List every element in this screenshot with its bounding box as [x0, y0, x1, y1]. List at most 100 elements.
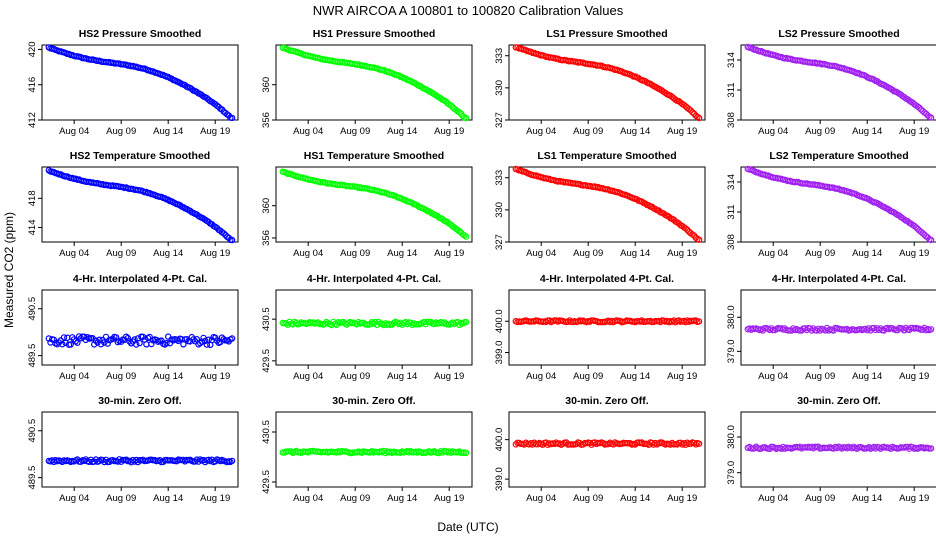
panel-7: LS1 Temperature Smoothed Aug 04 Aug 09 Aug …: [494, 150, 706, 259]
x-tick-label: Aug 09: [340, 493, 370, 504]
x-tick-label: Aug 04: [526, 126, 556, 137]
panel-title: 4-Hr. Interpolated 4-Pt. Cal.: [772, 273, 906, 285]
data-points: [512, 44, 703, 122]
data-points: [279, 318, 470, 329]
x-tick-label: Aug 14: [387, 371, 417, 382]
data-point: [927, 236, 935, 244]
x-tick-label: Aug 04: [526, 371, 556, 382]
y-tick-label: 308: [726, 112, 737, 128]
data-point: [689, 108, 696, 116]
x-tick-label: Aug 19: [899, 371, 929, 382]
y-tick-label: 360: [261, 77, 272, 93]
data-point: [64, 334, 71, 341]
data-point: [136, 339, 143, 347]
plot-frame: [740, 166, 936, 243]
data-point: [102, 333, 110, 341]
y-tick-label: 379.0: [726, 339, 737, 363]
plot-frame: [41, 289, 239, 366]
panel-title: HS1 Pressure Smoothed: [313, 28, 436, 40]
y-tick-label: 330: [494, 202, 505, 218]
plot-frame: [740, 411, 936, 488]
plot-frame: [275, 44, 473, 121]
data-point: [146, 333, 153, 341]
data-points: [45, 456, 236, 466]
data-points: [744, 324, 935, 334]
panel-4: LS2 Pressure Smoothed Aug 04 Aug 09 Aug 14 A…: [726, 28, 936, 137]
panel-title: 30-min. Zero Off.: [98, 395, 182, 407]
y-tick-label: 400.0: [494, 428, 505, 452]
plot-frame: [275, 166, 473, 243]
y-tick-label: 314: [726, 174, 737, 190]
y-tick-label: 327: [494, 234, 505, 250]
y-tick-label: 311: [726, 204, 737, 219]
x-tick-label: Aug 09: [106, 248, 136, 259]
y-tick-label: 308: [726, 234, 737, 250]
data-point: [462, 318, 470, 326]
x-tick-label: Aug 04: [59, 248, 89, 259]
data-point: [462, 449, 470, 457]
x-tick-label: Aug 09: [805, 126, 835, 137]
data-point: [124, 334, 132, 342]
data-point: [927, 114, 935, 121]
data-point: [198, 338, 206, 345]
plot-frame: [508, 44, 706, 121]
x-tick-label: Aug 09: [106, 493, 136, 504]
x-tick-label: Aug 19: [434, 371, 464, 382]
data-point: [919, 229, 926, 237]
x-tick-label: Aug 04: [526, 493, 556, 504]
x-tick-label: Aug 14: [852, 248, 882, 259]
x-tick-label: Aug 04: [758, 126, 788, 137]
data-points: [744, 165, 935, 244]
y-tick-label: 414: [27, 220, 38, 236]
panel-title: HS2 Temperature Smoothed: [70, 150, 210, 162]
data-point: [462, 114, 470, 122]
panel-14: 30-min. Zero Off. Aug 04 Aug 09 Aug 14 Aug 1…: [261, 395, 473, 504]
y-tick-label: 418: [27, 190, 38, 206]
data-point: [916, 104, 923, 111]
panel-title: LS2 Pressure Smoothed: [778, 28, 899, 40]
panel-10: 4-Hr. Interpolated 4-Pt. Cal. Aug 04 Aug 0…: [261, 273, 473, 382]
data-point: [60, 334, 68, 341]
x-tick-label: Aug 19: [200, 371, 230, 382]
figure-title: NWR AIRCOA A 100801 to 100820 Calibratio…: [313, 3, 624, 18]
data-point: [104, 340, 111, 347]
panel-3: LS1 Pressure Smoothed Aug 04 Aug 09 Aug 14 A…: [494, 28, 706, 137]
data-points: [45, 333, 236, 348]
plot-frame: [41, 166, 239, 243]
y-tick-label: 489.5: [27, 466, 38, 490]
x-tick-label: Aug 04: [293, 126, 323, 137]
panel-1: HS2 Pressure Smoothed Aug 04 Aug 09 Aug 14 A…: [27, 28, 239, 137]
x-axis-label: Date (UTC): [437, 520, 498, 534]
x-tick-label: Aug 09: [340, 248, 370, 259]
x-tick-label: Aug 09: [340, 371, 370, 382]
y-tick-label: 399.0: [494, 467, 505, 491]
y-tick-label: 430.5: [261, 307, 272, 331]
panel-13: 30-min. Zero Off. Aug 04 Aug 09 Aug 14 Aug 1…: [27, 395, 239, 504]
data-points: [279, 447, 470, 457]
x-tick-label: Aug 19: [667, 126, 697, 137]
x-tick-label: Aug 14: [153, 248, 183, 259]
data-point: [447, 102, 455, 109]
data-point: [164, 333, 172, 340]
data-point: [695, 236, 703, 243]
y-tick-label: 400.0: [494, 309, 505, 333]
panel-grid: HS2 Pressure Smoothed Aug 04 Aug 09 Aug 14 A…: [27, 28, 936, 504]
y-tick-label: 314: [726, 52, 737, 68]
x-tick-label: Aug 19: [667, 248, 697, 259]
data-point: [133, 341, 140, 348]
x-tick-label: Aug 19: [899, 493, 929, 504]
data-point: [927, 326, 935, 333]
plot-frame: [41, 44, 239, 121]
data-point: [117, 458, 125, 465]
data-point: [72, 338, 79, 345]
y-tick-label: 327: [494, 112, 505, 128]
data-point: [436, 449, 443, 457]
panel-16: 30-min. Zero Off. Aug 04 Aug 09 Aug 14 Aug 1…: [726, 395, 936, 504]
data-point: [50, 336, 58, 343]
panel-title: LS1 Pressure Smoothed: [546, 28, 667, 40]
x-tick-label: Aug 04: [758, 248, 788, 259]
x-tick-label: Aug 09: [573, 493, 603, 504]
x-tick-label: Aug 19: [667, 493, 697, 504]
data-point: [122, 333, 130, 340]
data-point: [314, 319, 322, 326]
